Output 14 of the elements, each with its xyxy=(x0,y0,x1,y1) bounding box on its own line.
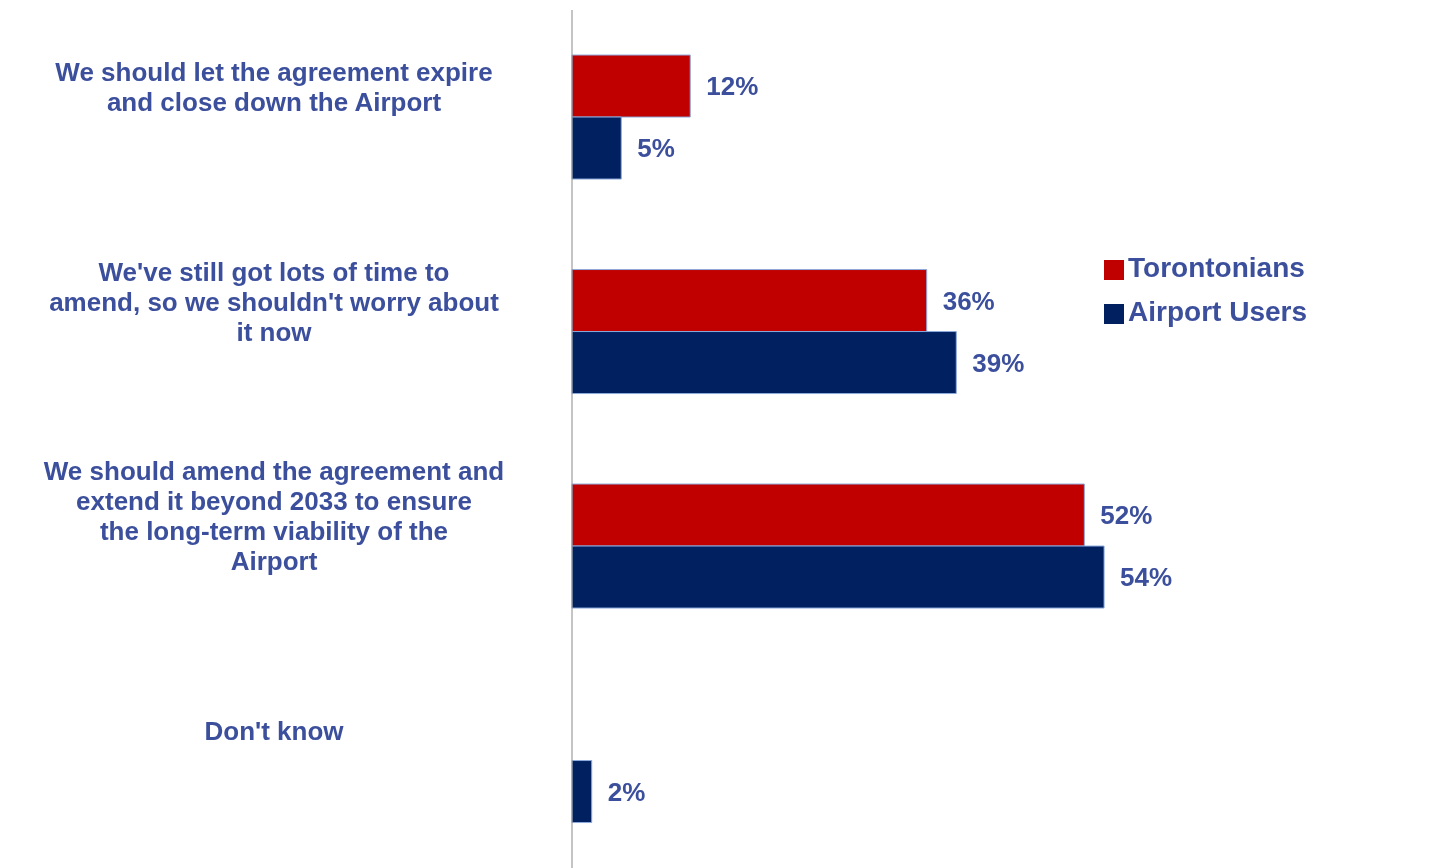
legend-label: Airport Users xyxy=(1128,296,1307,327)
data-label: 52% xyxy=(1100,500,1153,531)
data-label: 2% xyxy=(607,776,646,807)
data-label: 12% xyxy=(706,71,759,102)
y-tick-label: Don't know xyxy=(204,715,345,746)
data-label: 5% xyxy=(637,133,675,164)
y-tick-label: We should let the agreement expire and close down the Airport xyxy=(55,57,493,118)
data-label: 39% xyxy=(972,347,1025,378)
data-label: 54% xyxy=(1120,562,1173,593)
bar xyxy=(571,760,593,824)
data-label: 36% xyxy=(942,285,995,316)
y-tick-label: We should amend the agreement and extend it beyond 2033 to ensure the long-term viability of the Airport xyxy=(43,456,505,577)
legend-label: Torontonians xyxy=(1128,252,1305,283)
y-tick-label: We've still got lots of time to amend, so we shouldn't worry about it now xyxy=(49,256,500,347)
